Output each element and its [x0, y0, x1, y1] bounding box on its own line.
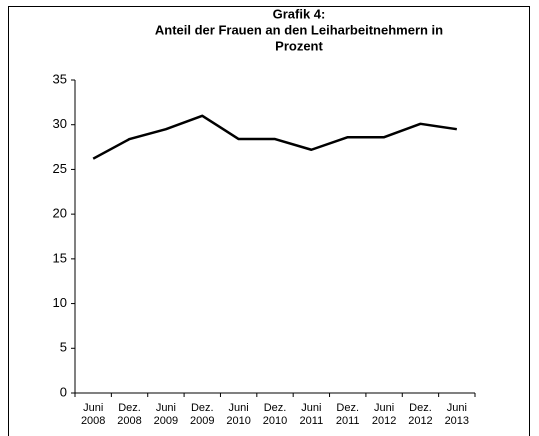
- x-tick-label: Dez. 2011: [336, 402, 360, 427]
- y-tick-label: 15: [53, 250, 67, 265]
- line-series: [92, 114, 458, 160]
- x-tick-label: Juni 2010: [226, 402, 250, 427]
- y-tick-label: 0: [60, 384, 67, 399]
- x-tick-label: Dez. 2009: [190, 402, 214, 427]
- x-tick-label: Dez. 2008: [117, 402, 141, 427]
- x-tick-label: Juni 2012: [372, 402, 396, 427]
- chart-frame: [8, 6, 530, 436]
- y-tick-label: 20: [53, 206, 67, 221]
- x-tick-label: Juni 2011: [300, 402, 324, 427]
- x-tick-label: Dez. 2012: [408, 402, 432, 427]
- y-tick-label: 10: [53, 295, 67, 310]
- y-tick-label: 25: [53, 161, 67, 176]
- chart-title: Anteil der Frauen an den Leiharbeitnehme…: [155, 22, 443, 37]
- chart-title: Prozent: [275, 38, 323, 53]
- y-tick-label: 35: [53, 71, 67, 86]
- y-tick-label: 30: [53, 116, 67, 131]
- chart-title: Grafik 4:: [273, 6, 326, 21]
- x-tick-label: Juni 2009: [154, 402, 178, 427]
- y-tick-label: 5: [60, 340, 67, 355]
- x-tick-label: Dez. 2010: [263, 402, 287, 427]
- x-tick-label: Juni 2013: [445, 402, 469, 427]
- x-tick-label: Juni 2008: [81, 402, 105, 427]
